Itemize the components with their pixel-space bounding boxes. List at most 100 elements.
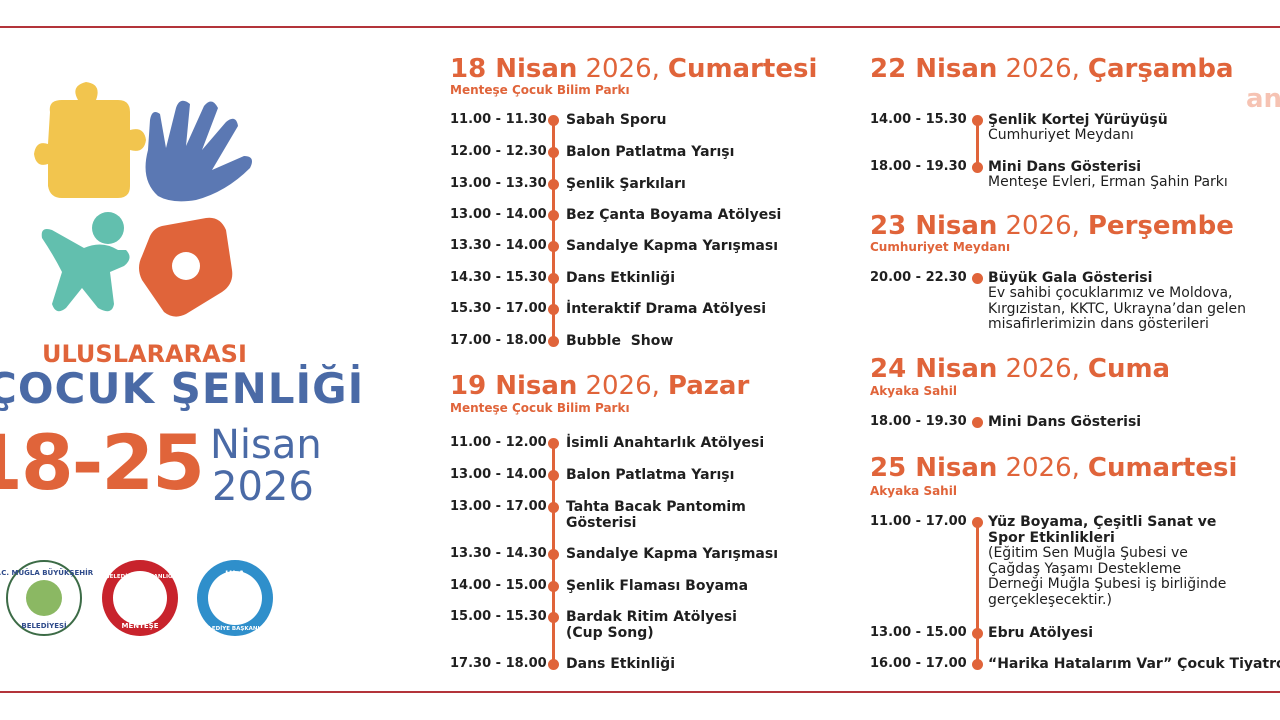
event-name: Sandalye Kapma Yarışması (566, 238, 778, 254)
event-time: 18.00 - 19.30 (870, 159, 967, 174)
event-description: Ev sahibi çocuklarımız ve Moldova, Kırgı… (988, 285, 1246, 332)
festival-title: ULUSLARARASI (42, 340, 247, 368)
event-name: Bardak Ritim Atölyesi (Cup Song) (566, 609, 737, 641)
event-name: Büyük Gala Gösterisi (988, 270, 1153, 286)
timeline-dot (548, 612, 559, 623)
event-time: 11.00 - 17.00 (870, 514, 967, 529)
day-location: Akyaka Sahil (870, 484, 957, 498)
event-time: 11.00 - 12.00 (450, 435, 547, 450)
bottom-rule (0, 691, 1280, 693)
day-year: 2026, (585, 371, 660, 401)
day-weekday: Perşembe (1087, 211, 1234, 241)
day-date: 23 Nisan (870, 211, 998, 241)
day-year: 2026, (1005, 453, 1080, 483)
day-weekday: Çarşamba (1087, 54, 1234, 84)
day-date: 25 Nisan (870, 453, 998, 483)
event-time: 20.00 - 22.30 (870, 270, 967, 285)
event-name: İnteraktif Drama Atölyesi (566, 301, 767, 317)
event-time: 14.30 - 15.30 (450, 270, 547, 285)
timeline-dot (548, 502, 559, 513)
day-header: 25 Nisan 2026, Cumartesi (870, 453, 1237, 483)
event-name: Şenlik Flaması Boyama (566, 578, 749, 594)
day-year: 2026, (1005, 54, 1080, 84)
day-weekday: Cumartesi (667, 54, 818, 84)
day-location: Akyaka Sahil (870, 384, 957, 398)
event-name: Balon Patlatma Yarışı (566, 144, 735, 160)
event-time: 11.00 - 11.30 (450, 112, 547, 127)
festival-title: ÇOCUK ŞENLİĞİ (0, 364, 365, 413)
day-year: 2026, (585, 54, 660, 84)
person-head (92, 212, 124, 244)
event-time: 13.00 - 15.00 (870, 625, 967, 640)
timeline-dot (972, 162, 983, 173)
day-header: 19 Nisan 2026, Pazar (450, 371, 749, 401)
event-name: Dans Etkinliği (566, 656, 675, 672)
timeline-dot (972, 628, 983, 639)
timeline-dot (548, 115, 559, 126)
timeline-dot (972, 115, 983, 126)
event-name: Bez Çanta Boyama Atölyesi (566, 207, 782, 223)
day-date: 24 Nisan (870, 354, 998, 384)
logo-emblem (113, 571, 167, 625)
timeline-dot (548, 273, 559, 284)
event-name: Sabah Sporu (566, 112, 667, 128)
timeline-dot (548, 241, 559, 252)
event-time: 15.00 - 15.30 (450, 609, 547, 624)
day-location: Cumhuriyet Meydanı (870, 240, 1011, 254)
festival-month: Nisan (210, 422, 322, 468)
logo-text: BELEDİYESİ (21, 621, 66, 630)
day-location: Menteşe Çocuk Bilim Parkı (450, 401, 630, 415)
day-location: Menteşe Çocuk Bilim Parkı (450, 83, 630, 97)
timeline (976, 120, 979, 167)
timeline-dot (548, 179, 559, 190)
logo-emblem (26, 580, 62, 616)
logo-text: MENTEŞE (122, 622, 159, 630)
event-name: Şenlik Şarkıları (566, 176, 686, 192)
timeline-dot (548, 336, 559, 347)
timeline-dot (972, 273, 983, 284)
person-body (41, 229, 130, 312)
event-time: 15.30 - 17.00 (450, 301, 547, 316)
puzzle-shape (34, 82, 146, 198)
event-time: 18.00 - 19.30 (870, 414, 967, 429)
event-description: Menteşe Evleri, Erman Şahin Parkı (988, 174, 1228, 190)
day-year: 2026, (1005, 354, 1080, 384)
timeline-dot (548, 438, 559, 449)
event-time: 13.30 - 14.30 (450, 546, 547, 561)
day-weekday: Pazar (667, 371, 750, 401)
event-name: Bubble Show (566, 333, 674, 349)
timeline-dot (548, 210, 559, 221)
hexagon-hole (172, 252, 200, 280)
hand-shape (145, 100, 252, 202)
top-rule (0, 26, 1280, 28)
event-time: 14.00 - 15.30 (870, 112, 967, 127)
day-header: 24 Nisan 2026, Cuma (870, 354, 1170, 384)
artwork: T.C. MUĞLA BÜYÜKŞEHİR BELEDİYESİ BELEDİY… (0, 82, 273, 636)
logo-emblem (208, 571, 262, 625)
timeline-dot (972, 517, 983, 528)
festival-year: 2026 (212, 464, 314, 510)
day-date: 19 Nisan (450, 371, 578, 401)
logo-text: BELEDİYE BAŞKANLIĞI (105, 573, 174, 580)
event-time: 13.00 - 13.30 (450, 176, 547, 191)
timeline (552, 120, 555, 341)
event-name: “Harika Hatalarım Var” Çocuk Tiyatrosu (988, 656, 1280, 672)
event-name: Mini Dans Gösterisi (988, 414, 1142, 430)
event-time: 13.00 - 17.00 (450, 499, 547, 514)
event-time: 13.00 - 14.00 (450, 467, 547, 482)
festival-dates: 18-25 (0, 418, 205, 507)
timeline-dot (548, 470, 559, 481)
day-header: 22 Nisan 2026, Çarşamba (870, 54, 1234, 84)
event-name: Yüz Boyama, Çeşitli Sanat ve Spor Etkinl… (988, 514, 1217, 546)
timeline-dot (548, 581, 559, 592)
event-time: 14.00 - 15.00 (450, 578, 547, 593)
event-time: 17.00 - 18.00 (450, 333, 547, 348)
timeline (976, 522, 979, 664)
event-name: Şenlik Kortej Yürüyüşü (988, 112, 1168, 128)
timeline-dot (972, 417, 983, 428)
day-header: 18 Nisan 2026, Cumartesi (450, 54, 817, 84)
logo-text: ULA (225, 570, 245, 580)
event-time: 13.00 - 14.00 (450, 207, 547, 222)
event-name: Sandalye Kapma Yarışması (566, 546, 778, 562)
